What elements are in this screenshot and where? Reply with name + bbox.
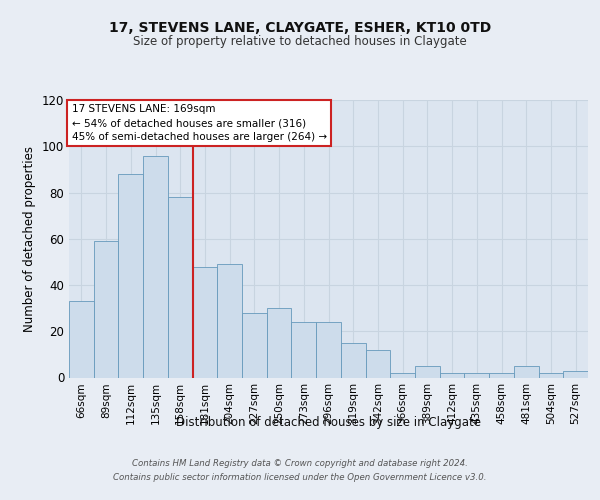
Bar	[464, 373, 489, 378]
Bar	[489, 373, 514, 378]
Text: Distribution of detached houses by size in Claygate: Distribution of detached houses by size …	[176, 416, 481, 429]
Bar	[118, 174, 143, 378]
Bar	[242, 313, 267, 378]
Bar	[563, 370, 588, 378]
Bar	[365, 350, 390, 378]
Bar	[440, 373, 464, 378]
Text: Contains public sector information licensed under the Open Government Licence v3: Contains public sector information licen…	[113, 473, 487, 482]
Bar	[316, 322, 341, 378]
Bar	[514, 366, 539, 378]
Bar	[292, 322, 316, 378]
Bar	[217, 264, 242, 378]
Bar	[69, 301, 94, 378]
Bar	[390, 373, 415, 378]
Bar	[539, 373, 563, 378]
Bar	[267, 308, 292, 378]
Text: 17 STEVENS LANE: 169sqm
← 54% of detached houses are smaller (316)
45% of semi-d: 17 STEVENS LANE: 169sqm ← 54% of detache…	[71, 104, 327, 142]
Bar	[193, 266, 217, 378]
Bar	[94, 241, 118, 378]
Bar	[341, 343, 365, 378]
Bar	[168, 197, 193, 378]
Bar	[143, 156, 168, 378]
Text: Contains HM Land Registry data © Crown copyright and database right 2024.: Contains HM Land Registry data © Crown c…	[132, 460, 468, 468]
Bar	[415, 366, 440, 378]
Y-axis label: Number of detached properties: Number of detached properties	[23, 146, 36, 332]
Text: Size of property relative to detached houses in Claygate: Size of property relative to detached ho…	[133, 34, 467, 48]
Text: 17, STEVENS LANE, CLAYGATE, ESHER, KT10 0TD: 17, STEVENS LANE, CLAYGATE, ESHER, KT10 …	[109, 20, 491, 34]
